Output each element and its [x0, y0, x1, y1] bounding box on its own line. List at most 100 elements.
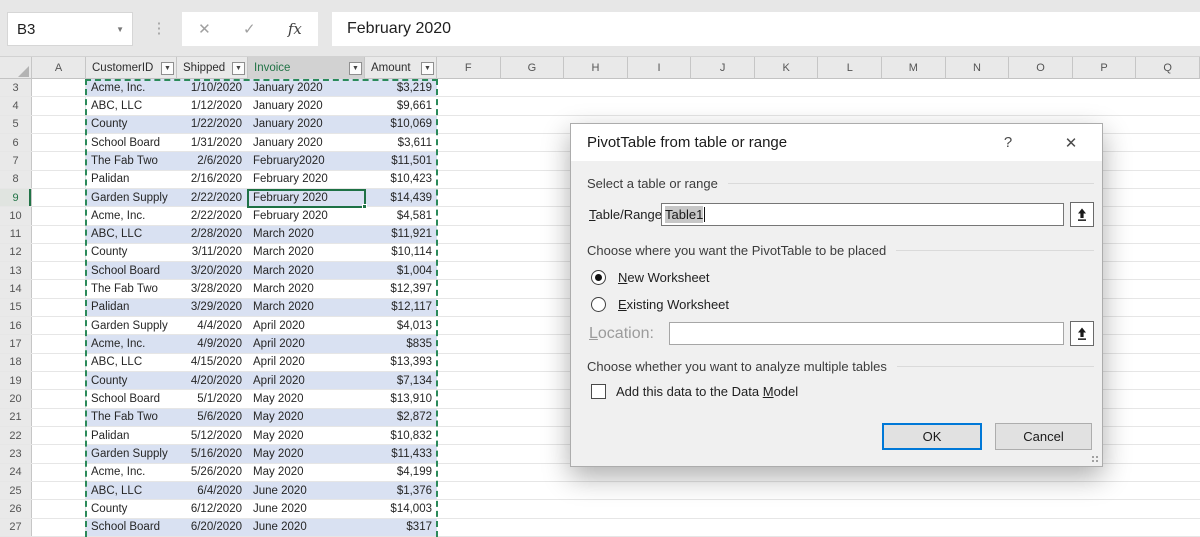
cell-shipped[interactable]: 1/31/2020 — [190, 136, 242, 149]
cell-a[interactable] — [32, 353, 86, 371]
cell-shipped[interactable]: 5/26/2020 — [190, 466, 242, 479]
column-header-shipped[interactable]: Shipped ▼ — [177, 57, 248, 79]
row-header[interactable]: 5 — [0, 115, 32, 133]
cell-a[interactable] — [32, 518, 86, 536]
cell-invoice[interactable]: May 2020 — [253, 466, 304, 479]
cell-customerid[interactable]: County — [91, 502, 128, 515]
cell-amount[interactable]: $11,501 — [365, 152, 437, 170]
cell-customerid[interactable]: County — [86, 115, 177, 133]
column-header-invoice[interactable]: Invoice ▼ — [248, 57, 365, 79]
cell-invoice[interactable]: May 2020 — [248, 445, 365, 463]
cell-invoice[interactable]: June 2020 — [248, 481, 365, 500]
cell-a[interactable] — [32, 408, 86, 426]
cell-shipped[interactable]: 2/28/2020 — [177, 225, 248, 243]
cell-customerid[interactable]: School Board — [86, 518, 177, 536]
cell-invoice[interactable]: May 2020 — [253, 429, 304, 442]
cell-invoice[interactable]: June 2020 — [253, 502, 307, 515]
cell-shipped[interactable]: 2/16/2020 — [190, 173, 242, 186]
column-header-k[interactable]: K — [755, 57, 819, 79]
cell-invoice[interactable]: April 2020 — [248, 335, 365, 353]
cell-invoice[interactable]: February 2020 — [253, 173, 328, 186]
row-header[interactable]: 9 — [0, 188, 32, 207]
cell-shipped[interactable]: 3/11/2020 — [191, 246, 242, 259]
cell-amount[interactable]: $3,611 — [397, 136, 432, 149]
cell-customerid[interactable]: Garden Supply — [86, 188, 177, 207]
cell-customerid[interactable]: Acme, Inc. — [91, 466, 146, 479]
cell-amount[interactable]: $4,199 — [396, 466, 432, 479]
cell-invoice[interactable]: May 2020 — [253, 392, 304, 405]
cell-a[interactable] — [32, 426, 86, 445]
cell-customerid[interactable]: School Board — [91, 136, 161, 149]
cell-shipped[interactable]: 6/12/2020 — [190, 502, 242, 515]
cell-amount[interactable]: $13,393 — [390, 356, 432, 369]
cell-customerid[interactable]: School Board — [91, 392, 161, 405]
cell-a[interactable] — [32, 317, 86, 335]
cell-a[interactable] — [32, 225, 86, 243]
more-options-icon[interactable]: ⋮ — [151, 20, 167, 37]
cell-shipped[interactable]: 5/1/2020 — [197, 392, 242, 405]
cell-shipped[interactable]: 5/12/2020 — [190, 429, 242, 442]
cell-shipped[interactable]: 3/28/2020 — [190, 283, 242, 296]
cell-amount[interactable]: $835 — [365, 335, 437, 353]
column-header-m[interactable]: M — [882, 57, 946, 79]
cell-shipped[interactable]: 5/16/2020 — [177, 445, 248, 463]
row-header[interactable]: 24 — [0, 463, 32, 481]
cell-invoice[interactable]: April 2020 — [248, 372, 365, 390]
cell-amount[interactable]: $3,219 — [365, 79, 437, 97]
cell-amount[interactable]: $12,397 — [390, 283, 432, 296]
cell-a[interactable] — [32, 298, 86, 317]
cell-customerid[interactable]: Acme, Inc. — [86, 79, 177, 97]
cell-invoice[interactable]: April 2020 — [253, 356, 305, 369]
column-header-p[interactable]: P — [1073, 57, 1137, 79]
cell-amount[interactable]: $1,376 — [365, 481, 437, 500]
filter-dropdown-icon[interactable]: ▼ — [232, 61, 245, 75]
column-header-a[interactable]: A — [32, 57, 86, 79]
ok-button[interactable]: OK — [882, 423, 982, 450]
cell-amount[interactable]: $1,004 — [365, 262, 437, 280]
cell-customerid[interactable]: The Fab Two — [86, 408, 177, 426]
cell-invoice[interactable]: February 2020 — [253, 209, 328, 222]
row-header[interactable]: 20 — [0, 390, 32, 408]
cell-a[interactable] — [32, 188, 86, 207]
cancel-button[interactable]: Cancel — [995, 423, 1092, 450]
cell-a[interactable] — [32, 97, 86, 115]
cell-shipped[interactable]: 1/10/2020 — [177, 79, 248, 97]
cell-shipped[interactable]: 1/12/2020 — [190, 99, 242, 112]
table-range-input[interactable]: Table1 — [661, 203, 1064, 226]
cell-amount[interactable]: $14,439 — [365, 188, 437, 207]
cell-invoice[interactable]: January 2020 — [253, 99, 323, 112]
row-header[interactable]: 4 — [0, 97, 32, 115]
cell-shipped[interactable]: 1/22/2020 — [177, 115, 248, 133]
cell-customerid[interactable]: The Fab Two — [91, 283, 158, 296]
cell-invoice[interactable]: March 2020 — [248, 262, 365, 280]
filter-dropdown-icon[interactable]: ▼ — [349, 61, 362, 75]
collapse-dialog-button[interactable] — [1070, 321, 1094, 346]
row-header[interactable]: 19 — [0, 372, 32, 390]
cell-invoice[interactable]: April 2020 — [253, 319, 305, 332]
cell-customerid[interactable]: ABC, LLC — [91, 356, 143, 369]
cell-amount[interactable]: $14,003 — [390, 502, 432, 515]
data-model-checkbox[interactable] — [591, 384, 606, 399]
column-header-h[interactable]: H — [564, 57, 628, 79]
cell-invoice[interactable]: May 2020 — [248, 408, 365, 426]
cell-a[interactable] — [32, 335, 86, 353]
filter-dropdown-icon[interactable]: ▼ — [421, 61, 434, 75]
cell-a[interactable] — [32, 79, 86, 97]
row-header[interactable]: 16 — [0, 317, 32, 335]
cell-amount[interactable]: $4,581 — [396, 209, 432, 222]
name-box-dropdown-icon[interactable]: ▼ — [116, 25, 124, 34]
cell-customerid[interactable]: The Fab Two — [86, 152, 177, 170]
help-icon[interactable]: ? — [1003, 134, 1013, 151]
row-header[interactable]: 12 — [0, 243, 32, 262]
cell-invoice[interactable]: February 2020 — [248, 188, 365, 207]
cell-invoice[interactable]: March 2020 — [248, 225, 365, 243]
row-header[interactable]: 22 — [0, 426, 32, 445]
cell-a[interactable] — [32, 152, 86, 170]
column-header-o[interactable]: O — [1009, 57, 1073, 79]
cell-customerid[interactable]: Garden Supply — [86, 445, 177, 463]
row-header[interactable]: 21 — [0, 408, 32, 426]
cell-shipped[interactable]: 2/22/2020 — [177, 188, 248, 207]
dialog-title-bar[interactable]: PivotTable from table or range ? ✕ — [571, 124, 1102, 161]
row-header[interactable]: 15 — [0, 298, 32, 317]
cell-a[interactable] — [32, 170, 86, 188]
